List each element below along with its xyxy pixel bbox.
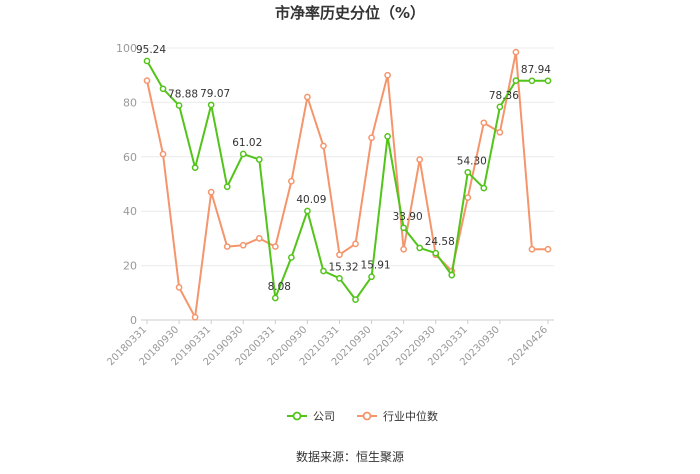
data-point [143, 77, 151, 84]
data-point [528, 77, 536, 85]
legend-marker-icon [362, 411, 372, 421]
data-label: 40.09 [296, 194, 326, 206]
data-label: 54.30 [457, 155, 487, 167]
data-point [336, 251, 343, 259]
data-point [480, 119, 488, 127]
data-point [271, 294, 279, 302]
data-label: 79.07 [200, 88, 230, 100]
data-point [368, 273, 375, 281]
data-point [175, 284, 183, 291]
data-point [496, 103, 504, 111]
data-label: 33.90 [393, 211, 423, 223]
data-labels: 95.24 78.88 79.07 61.02 8.08 40.09 15.32 15.91 3… [136, 44, 551, 293]
data-point [320, 267, 327, 275]
y-tick-label: 60 [123, 151, 137, 164]
legend-label: 公司 [313, 410, 335, 423]
data-point [320, 142, 327, 150]
data-point [207, 188, 215, 196]
series-line-f5956c [146, 51, 548, 319]
y-tick-label: 20 [123, 260, 137, 273]
data-point [544, 245, 552, 253]
data-point [336, 274, 343, 282]
chart-title: 市净率历史分位（%） [275, 4, 425, 22]
data-point [416, 156, 424, 163]
data-point [512, 48, 520, 56]
data-point [239, 241, 247, 249]
data-label: 61.02 [232, 137, 262, 149]
data-label: 15.32 [328, 261, 358, 273]
data-point [255, 235, 263, 242]
data-point [239, 150, 247, 158]
data-point [255, 156, 263, 163]
data-point [271, 243, 279, 250]
data-label: 78.36 [489, 90, 519, 102]
data-point [191, 164, 199, 172]
y-tick-label: 0 [130, 314, 137, 327]
data-point [448, 271, 456, 279]
data-point [384, 133, 391, 140]
x-tick-label: 20240426 [506, 324, 550, 368]
data-label: 78.88 [168, 88, 198, 100]
data-source: 数据来源：恒生聚源 [296, 449, 404, 464]
x-axis: 2018033120180930201903312019093020200331… [105, 320, 550, 368]
series-line-52c41a [146, 60, 548, 301]
legend-label: 行业中位数 [383, 409, 438, 423]
data-point [400, 224, 407, 232]
data-point [464, 168, 472, 176]
data-point [368, 134, 375, 142]
data-point [288, 177, 295, 185]
data-label: 8.08 [268, 281, 291, 293]
data-point [223, 183, 231, 191]
data-label: 24.58 [425, 236, 455, 248]
data-point [496, 128, 504, 136]
data-point [512, 77, 520, 84]
data-label: 95.24 [136, 44, 166, 56]
data-point [207, 101, 215, 109]
y-tick-label: 80 [123, 96, 137, 109]
data-point [159, 150, 167, 158]
data-point [384, 71, 391, 79]
data-point [352, 240, 359, 248]
data-point [528, 245, 536, 253]
data-point [480, 184, 488, 192]
data-point [143, 57, 151, 65]
data-label: 87.94 [521, 64, 551, 76]
legend-marker-icon [292, 411, 302, 421]
data-point [432, 249, 440, 257]
data-point [223, 243, 231, 250]
data-point [304, 93, 311, 101]
data-point [352, 296, 359, 303]
y-tick-label: 40 [123, 205, 137, 218]
data-point [159, 85, 167, 93]
data-point [416, 244, 424, 252]
y-axis: 0 20 40 60 80 100 [116, 42, 137, 327]
data-point [191, 313, 199, 321]
series-layer [143, 48, 552, 321]
data-label: 15.91 [361, 260, 391, 272]
legend[interactable]: 公司 行业中位数 [287, 409, 438, 423]
data-point [400, 245, 407, 253]
legend-item[interactable]: 行业中位数 [357, 409, 438, 423]
data-point [175, 102, 183, 109]
legend-item[interactable]: 公司 [287, 410, 335, 423]
data-point [304, 207, 311, 215]
y-tick-label: 100 [116, 42, 137, 55]
data-point [464, 194, 472, 201]
data-point [288, 254, 295, 261]
data-point [544, 77, 552, 85]
